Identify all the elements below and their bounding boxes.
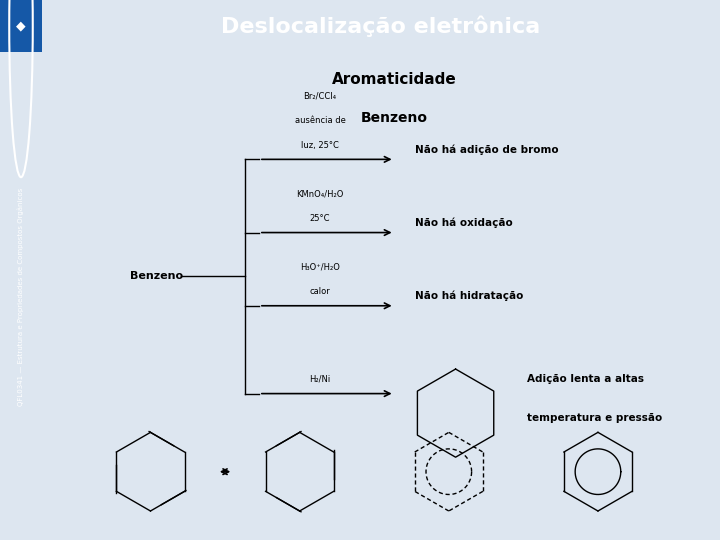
Text: Não há hidratação: Não há hidratação — [415, 291, 523, 301]
Text: temperatura e pressão: temperatura e pressão — [527, 413, 662, 423]
Text: ausência de: ausência de — [294, 116, 346, 125]
Text: Deslocalização eletrônica: Deslocalização eletrônica — [221, 15, 541, 37]
Text: Br₂/CCl₄: Br₂/CCl₄ — [303, 92, 336, 101]
Text: QFL0341 — Estrutura e Propriedades de Compostos Orgânicos: QFL0341 — Estrutura e Propriedades de Co… — [18, 188, 24, 406]
Text: H₂/Ni: H₂/Ni — [310, 375, 330, 384]
Text: Não há adição de bromo: Não há adição de bromo — [415, 144, 559, 155]
Text: Benzeno: Benzeno — [130, 272, 184, 281]
Text: KMnO₄/H₂O: KMnO₄/H₂O — [297, 190, 343, 198]
Text: H₃O⁺/H₂O: H₃O⁺/H₂O — [300, 262, 340, 272]
Text: calor: calor — [310, 287, 330, 296]
Text: 25°C: 25°C — [310, 214, 330, 223]
Text: luz, 25°C: luz, 25°C — [301, 140, 339, 150]
Text: Não há oxidação: Não há oxidação — [415, 218, 513, 228]
Text: Adição lenta a altas: Adição lenta a altas — [527, 374, 644, 384]
Text: ◆: ◆ — [16, 19, 26, 32]
Text: Benzeno: Benzeno — [361, 111, 428, 125]
FancyBboxPatch shape — [0, 0, 42, 52]
Text: Aromaticidade: Aromaticidade — [332, 71, 457, 86]
